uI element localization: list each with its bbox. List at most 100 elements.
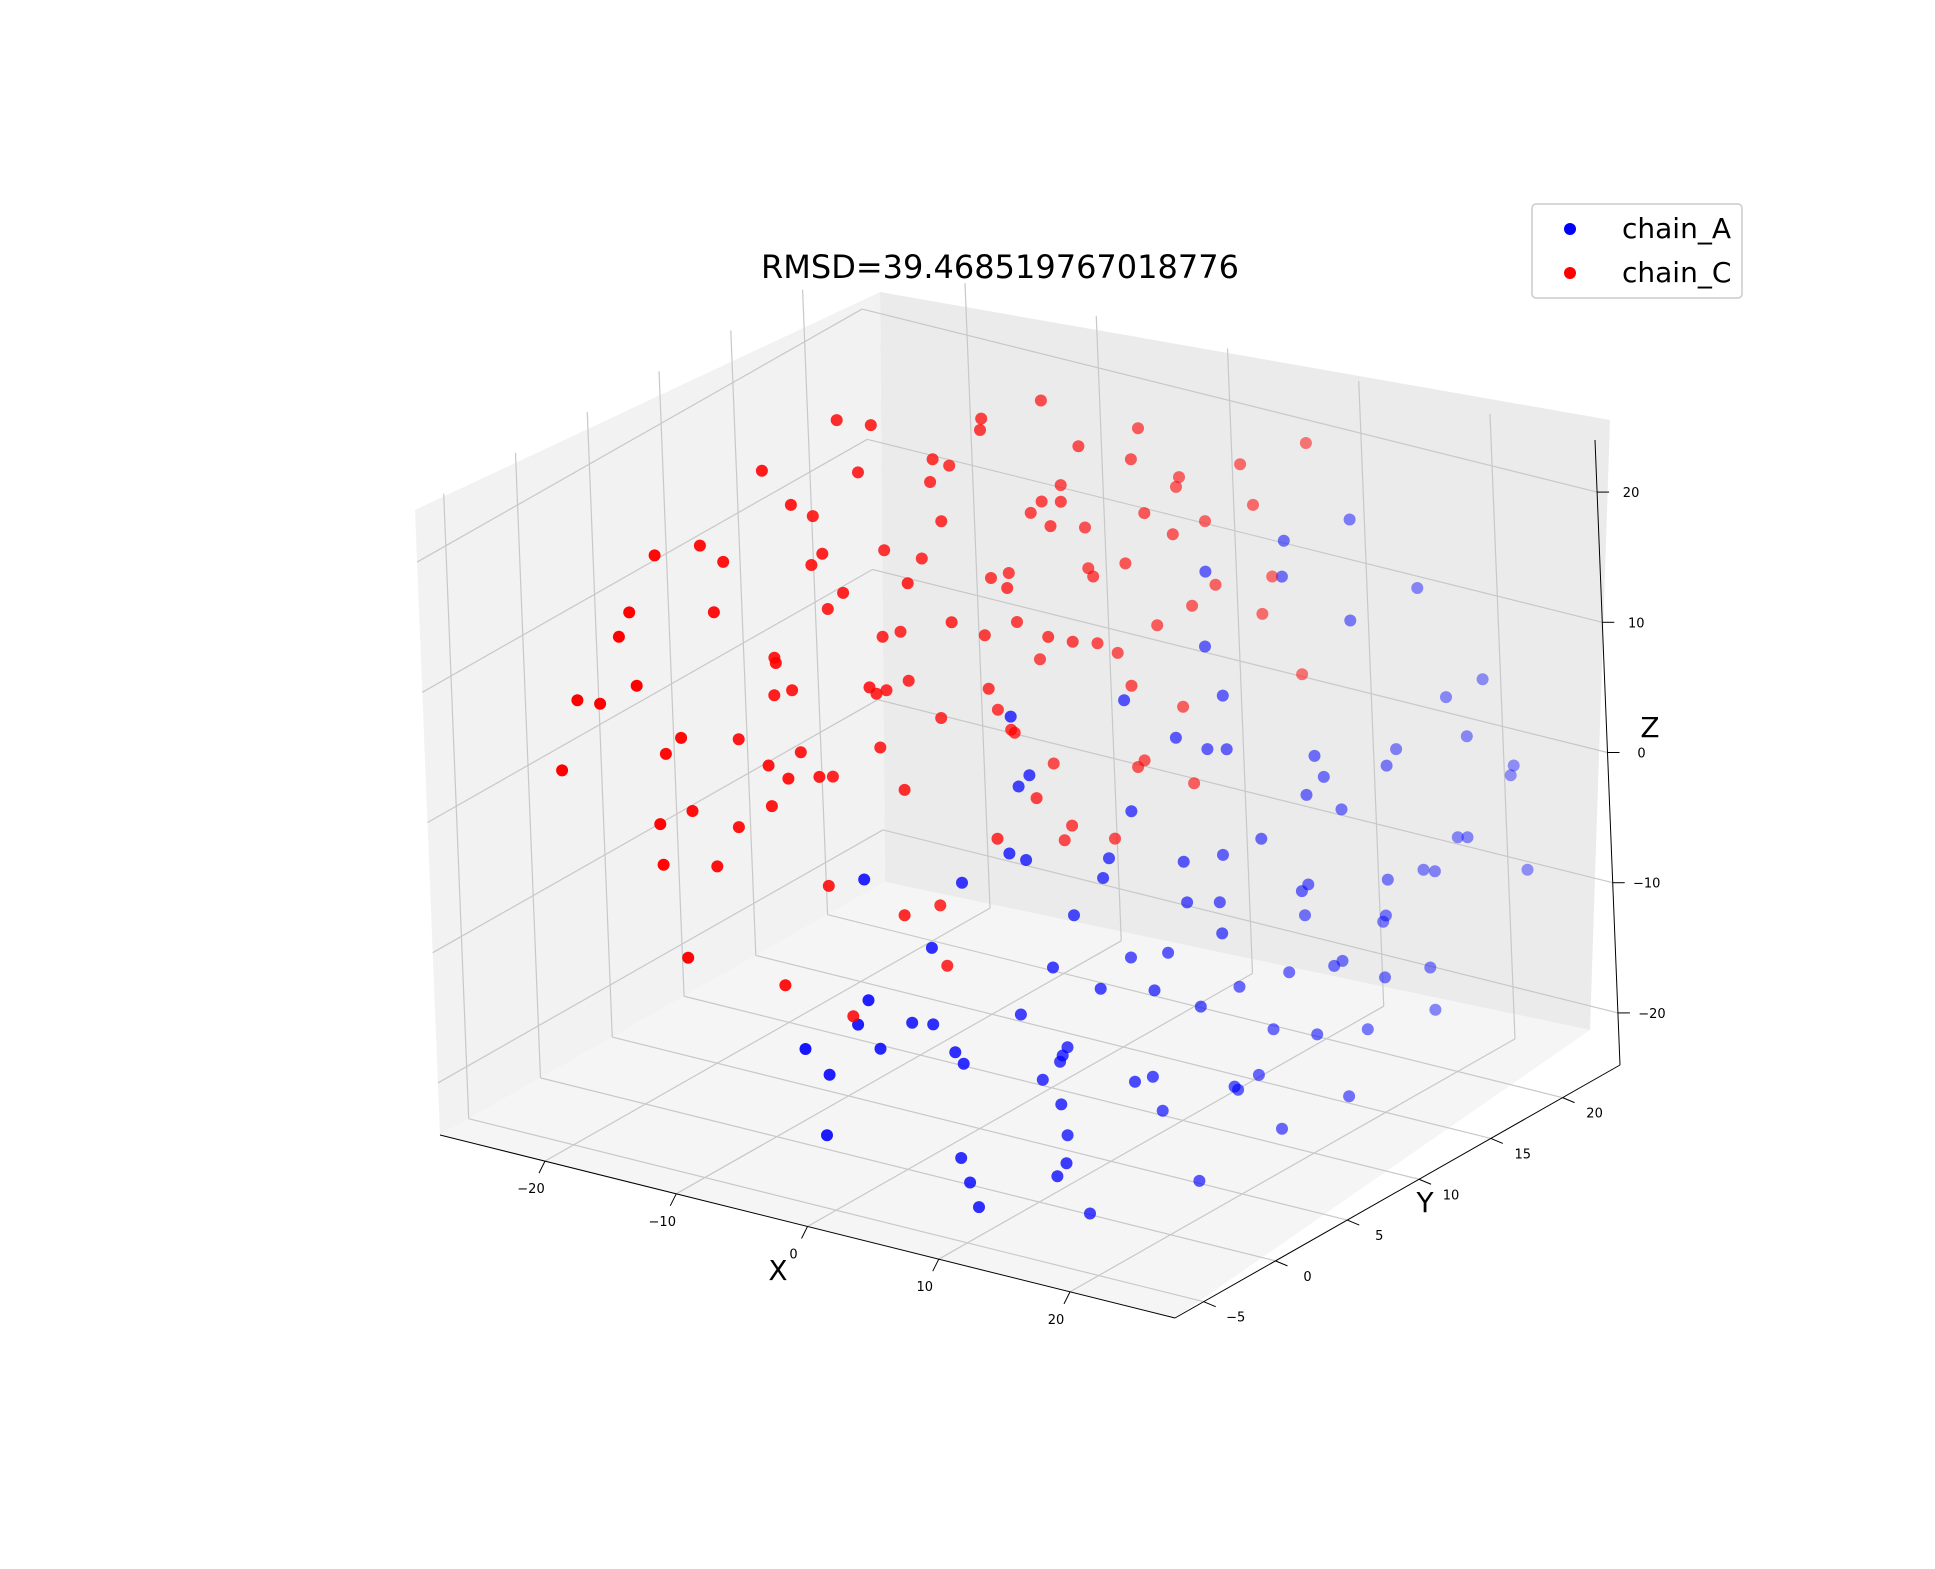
grid-lines bbox=[416, 283, 1619, 1303]
point-chain-a bbox=[1380, 759, 1393, 772]
point-chain-a bbox=[1476, 673, 1489, 686]
point-chain-a bbox=[949, 1046, 962, 1059]
grid-line-x-floor bbox=[675, 940, 1122, 1195]
grid-line-y-floor bbox=[540, 1077, 1276, 1262]
point-chain-a bbox=[1055, 1098, 1068, 1111]
point-chain-c bbox=[915, 552, 928, 565]
y-tick-label: 5 bbox=[1375, 1229, 1383, 1244]
point-chain-a bbox=[1521, 863, 1534, 876]
legend-label-chain-c: chain_C bbox=[1622, 256, 1731, 289]
y-tick-mark bbox=[1203, 1301, 1216, 1308]
point-chain-a bbox=[1213, 896, 1226, 909]
point-chain-c bbox=[874, 741, 887, 754]
point-chain-a bbox=[957, 1057, 970, 1070]
point-chain-a bbox=[955, 1152, 968, 1164]
y-axis-label: Y bbox=[1415, 1186, 1434, 1219]
point-chain-c bbox=[1034, 394, 1047, 407]
y-tick-mark bbox=[1275, 1260, 1288, 1267]
point-chain-a bbox=[1097, 872, 1110, 884]
point-chain-c bbox=[837, 586, 850, 599]
point-chain-a bbox=[1201, 743, 1214, 756]
point-chain-c bbox=[974, 424, 986, 436]
point-chain-a bbox=[1125, 805, 1138, 818]
y-tick-label: 10 bbox=[1443, 1188, 1460, 1203]
point-chain-c bbox=[991, 832, 1004, 845]
grid-line-x-floor bbox=[807, 972, 1253, 1228]
point-chain-c bbox=[768, 689, 781, 702]
point-chain-c bbox=[826, 770, 839, 783]
point-chain-a bbox=[1125, 951, 1137, 964]
point-chain-c bbox=[1035, 495, 1048, 508]
point-chain-a bbox=[1012, 780, 1025, 793]
point-chain-a bbox=[956, 876, 968, 889]
point-chain-c bbox=[1042, 630, 1055, 643]
point-chain-c bbox=[623, 606, 636, 619]
point-chain-c bbox=[1173, 471, 1185, 484]
point-chain-a bbox=[1054, 1055, 1067, 1068]
point-chain-a bbox=[1429, 1003, 1442, 1016]
point-chain-a bbox=[1094, 982, 1107, 995]
point-chain-c bbox=[732, 733, 745, 746]
point-chain-c bbox=[768, 651, 781, 664]
x-tick-mark bbox=[538, 1160, 546, 1174]
point-chain-a bbox=[1216, 689, 1229, 702]
point-chain-c bbox=[1177, 700, 1190, 713]
point-chain-c bbox=[830, 414, 843, 427]
point-chain-a bbox=[1216, 927, 1229, 940]
point-chain-c bbox=[693, 539, 706, 552]
point-chain-a bbox=[1504, 769, 1517, 782]
point-chain-a bbox=[1084, 1207, 1096, 1220]
point-chain-a bbox=[1181, 896, 1194, 909]
point-chain-c bbox=[821, 603, 834, 615]
point-chain-a bbox=[1233, 980, 1246, 993]
point-chain-a bbox=[1507, 759, 1520, 772]
legend-frame bbox=[1531, 203, 1743, 299]
x-tick-label: −20 bbox=[517, 1182, 544, 1197]
point-chain-c bbox=[901, 577, 914, 590]
point-chain-c bbox=[982, 682, 995, 695]
point-chain-c bbox=[786, 684, 799, 697]
x-tick-mark bbox=[932, 1258, 940, 1272]
point-chain-a bbox=[821, 1129, 833, 1142]
point-chain-a bbox=[1379, 971, 1391, 984]
point-chain-a bbox=[1300, 788, 1313, 801]
y-tick-mark bbox=[1562, 1097, 1575, 1104]
point-chain-c bbox=[943, 459, 956, 472]
x-tick-label: −10 bbox=[649, 1215, 676, 1230]
point-chain-c bbox=[1299, 437, 1312, 449]
y-tick-label: −5 bbox=[1226, 1311, 1245, 1326]
point-chain-a bbox=[1377, 915, 1390, 928]
point-chain-a bbox=[964, 1176, 977, 1189]
point-chain-c bbox=[1044, 520, 1057, 533]
grid-line-z-back bbox=[861, 308, 1598, 493]
data-points bbox=[556, 394, 1534, 1220]
point-chain-c bbox=[755, 464, 768, 477]
point-chain-c bbox=[1256, 607, 1269, 620]
point-chain-a bbox=[1068, 909, 1080, 922]
point-chain-c bbox=[902, 674, 915, 687]
point-chain-c bbox=[675, 731, 688, 744]
point-chain-c bbox=[1138, 507, 1151, 520]
point-chain-c bbox=[945, 616, 958, 629]
point-chain-c bbox=[686, 805, 699, 817]
point-chain-c bbox=[1072, 440, 1085, 453]
point-chain-a bbox=[1461, 831, 1474, 844]
point-chain-c bbox=[822, 879, 835, 892]
point-chain-c bbox=[816, 547, 829, 560]
y-tick-label: 20 bbox=[1586, 1107, 1603, 1122]
grid-line-x-floor bbox=[544, 907, 991, 1162]
point-chain-c bbox=[935, 712, 948, 724]
y-tick-label: 15 bbox=[1515, 1147, 1532, 1162]
point-chain-c bbox=[991, 703, 1004, 716]
point-chain-c bbox=[880, 684, 893, 697]
point-chain-c bbox=[1125, 679, 1138, 692]
point-chain-c bbox=[1030, 792, 1043, 805]
point-chain-c bbox=[898, 909, 911, 922]
point-chain-c bbox=[1111, 646, 1124, 659]
point-chain-c bbox=[934, 899, 947, 912]
point-chain-a bbox=[1036, 1073, 1049, 1086]
x-tick-mark bbox=[669, 1193, 677, 1207]
point-chain-c bbox=[594, 697, 607, 710]
point-chain-a bbox=[823, 1068, 836, 1081]
point-chain-a bbox=[1336, 954, 1349, 967]
